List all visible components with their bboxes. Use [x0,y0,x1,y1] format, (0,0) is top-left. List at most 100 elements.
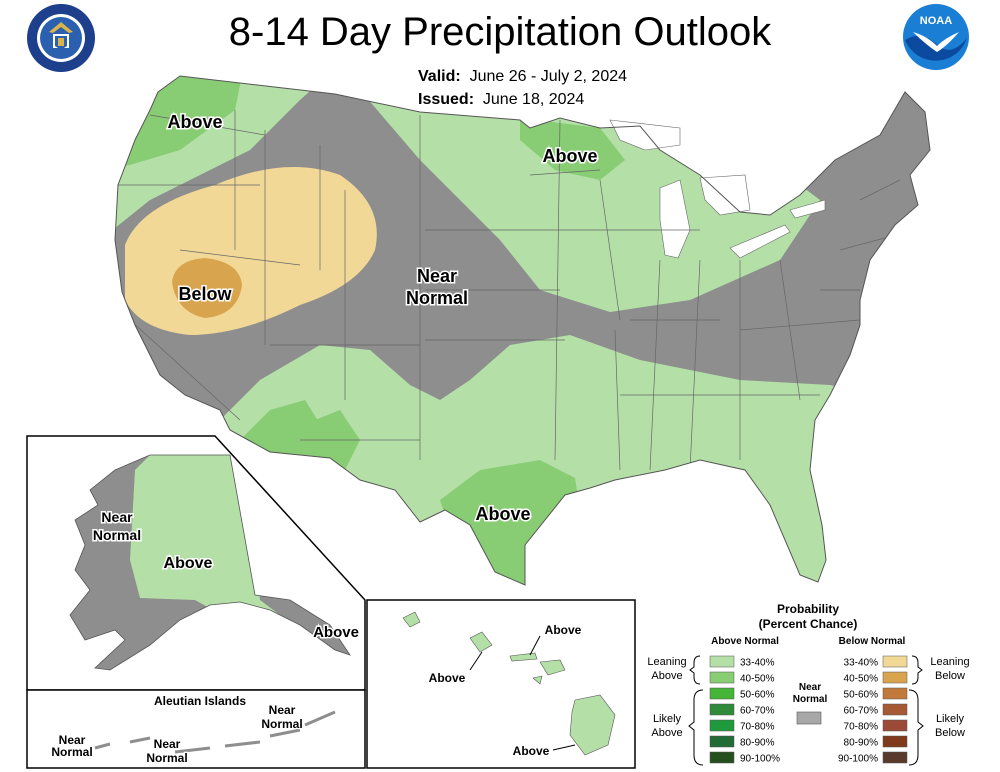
legend-leaning-below-line1: Leaning [930,656,969,668]
brace-likely-below [908,689,924,766]
label-ak-interior-above: Above [164,555,213,572]
legend-above-label-1: 40-50% [740,674,775,685]
noaa-logo-icon: NOAA [903,4,969,70]
aleutians-title: Aleutian Islands [154,694,246,708]
leader-line-2 [529,635,541,656]
label-aleutian-a-line1: Near [59,733,86,747]
legend-above-label-4: 70-80% [740,722,775,733]
legend-below-swatch-1 [882,671,908,684]
label-great-basin-below: Below [178,284,232,304]
legend-below-swatch-4 [882,719,908,732]
great-lakes [609,119,826,259]
issued-line: Issued: June 18, 2024 [418,91,584,109]
legend-below-swatch-0 [882,655,908,668]
legend-above-swatch-3 [709,703,735,716]
issued-label: Issued: [418,91,475,108]
island-kahoolawe [532,675,543,685]
below-swatches: 33-40% 40-50% 50-60% 60-70% 70-80% 80-90% 90-1… [838,655,908,765]
legend-below-label-4: 70-80% [844,722,879,733]
legend-likely-below-line2: Below [935,727,965,739]
legend-leaning-above-line1: Leaning [647,656,686,668]
upper-midwest-above-medium [520,118,625,180]
label-texas-above: Above [475,504,530,524]
brace-leaning-above [689,655,701,685]
issued-date: June 18, 2024 [482,91,585,108]
legend-likely-above-line1: Likely [653,713,682,725]
legend-below-label-5: 80-90% [844,738,879,749]
legend-above-swatch-2 [709,687,735,700]
legend-above-swatch-1 [709,671,735,684]
label-hawaii-3: Above [513,744,550,758]
aleutian-island-chain [94,710,336,754]
legend-below-label-2: 50-60% [844,690,879,701]
legend-below-label-3: 60-70% [844,706,879,717]
brace-likely-above [688,689,704,766]
noaa-logo-text: NOAA [920,15,952,27]
alaska-above-light [130,455,350,670]
legend-near-line1: Near [799,682,821,693]
label-ak-west-near-line2: Normal [93,527,141,543]
leader-line-1 [469,651,483,671]
legend-leaning-above-line2: Above [651,670,682,682]
legend-below-swatch-2 [882,687,908,700]
map-title: 8-14 Day Precipitation Outlook [228,10,772,54]
label-hawaii-1: Above [429,671,466,685]
label-aleutian-c-line2: Normal [261,717,302,731]
label-aleutian-b-line2: Normal [146,751,187,765]
label-central-near-line1: Near [417,266,457,286]
legend-above-swatch-4 [709,719,735,732]
valid-dates: June 26 - July 2, 2024 [469,68,628,85]
legend: Probability (Percent Chance) Above Norma… [647,602,970,766]
legend-above-label-6: 90-100% [740,754,780,765]
label-hawaii-2: Above [545,623,582,637]
legend-below-label-6: 90-100% [838,754,878,765]
aleutians-inset: Aleutian Islands Near Normal Near Normal… [26,689,366,769]
legend-near-line2: Normal [793,694,828,705]
legend-above-label-2: 50-60% [740,690,775,701]
legend-below-label-0: 33-40% [844,658,879,669]
commerce-seal-icon [27,4,95,72]
island-maui [539,659,566,676]
island-oahu [469,631,493,653]
legend-near-swatch [796,711,822,725]
legend-above-swatch-0 [709,655,735,668]
label-ak-west-near-line1: Near [101,509,133,525]
legend-below-swatch-5 [882,735,908,748]
legend-below-label-1: 40-50% [844,674,879,685]
hawaii-inset: Above Above Above [366,599,636,769]
label-northwest-above: Above [167,112,222,132]
legend-below-header: Below Normal [839,636,906,647]
leader-line-3 [552,744,576,751]
lake-ontario [789,199,826,219]
lake-erie [729,224,791,259]
state-boundaries [118,110,916,471]
legend-above-swatch-6 [709,751,735,764]
lake-michigan [659,179,691,259]
label-upper-midwest-above: Above [542,146,597,166]
island-hawaii [569,694,616,756]
island-kauai [402,611,421,628]
legend-title-line2: (Percent Chance) [759,617,858,631]
legend-above-label-3: 60-70% [740,706,775,717]
legend-above-swatch-5 [709,735,735,748]
label-aleutian-c-line1: Near [269,703,296,717]
legend-likely-above-line2: Above [651,727,682,739]
above-swatches: 33-40% 40-50% 50-60% 60-70% 70-80% 80-90% 90-1… [709,655,780,765]
legend-title-line1: Probability [777,602,839,616]
legend-likely-below-line1: Likely [936,713,965,725]
aleutians-inset-frame [26,689,366,769]
legend-above-label-5: 80-90% [740,738,775,749]
label-aleutian-a-line2: Normal [51,745,92,759]
brace-leaning-below [911,655,923,685]
legend-below-swatch-6 [882,751,908,764]
lake-huron [699,174,751,216]
lake-superior [609,119,681,151]
legend-above-label-0: 33-40% [740,658,775,669]
legend-leaning-below-line2: Below [935,670,965,682]
label-ak-southeast-above: Above [313,624,359,641]
valid-label: Valid: [418,68,461,85]
alaska-inset: Near Normal Above Above [26,435,366,691]
valid-line: Valid: June 26 - July 2, 2024 [418,68,627,86]
great-basin-below-medium [172,258,242,318]
